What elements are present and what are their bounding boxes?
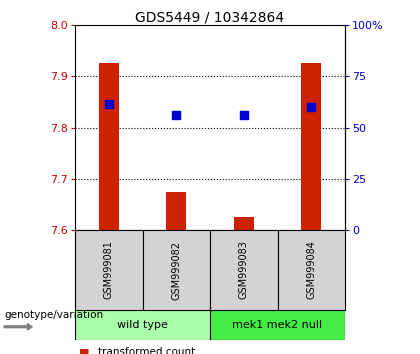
Bar [142, 230, 210, 310]
Bar [278, 230, 345, 310]
Bar [75, 230, 142, 310]
Text: transformed count: transformed count [98, 347, 195, 354]
Point [105, 102, 112, 107]
Text: GSM999081: GSM999081 [104, 241, 114, 299]
Text: genotype/variation: genotype/variation [4, 310, 103, 320]
Point [240, 112, 247, 118]
Bar [210, 310, 345, 340]
Point [173, 112, 180, 118]
Bar [234, 217, 254, 230]
Bar [75, 310, 210, 340]
Text: GSM999083: GSM999083 [239, 241, 249, 299]
Bar [166, 192, 186, 230]
Text: mek1 mek2 null: mek1 mek2 null [232, 320, 323, 330]
Text: GSM999084: GSM999084 [306, 241, 316, 299]
Text: wild type: wild type [117, 320, 168, 330]
Bar [99, 63, 119, 230]
Bar [210, 230, 278, 310]
Bar [301, 63, 321, 230]
Point [308, 104, 315, 110]
Text: GDS5449 / 10342864: GDS5449 / 10342864 [135, 11, 285, 25]
Text: ■: ■ [79, 347, 90, 354]
Text: GSM999082: GSM999082 [171, 240, 181, 299]
